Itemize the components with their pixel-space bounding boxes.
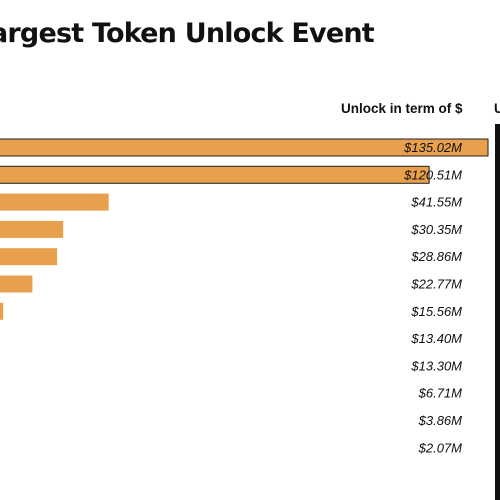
bar-value-label-7: $15.56M — [410, 304, 462, 319]
column-divider — [495, 124, 500, 500]
bar-4 — [0, 220, 64, 238]
chart-title: argest Token Unlock Event — [0, 18, 375, 49]
bar-value-label-10: $6.71M — [418, 386, 463, 401]
bar-value-label-9: $13.30M — [410, 358, 462, 373]
bar-value-label-11: $3.86M — [418, 413, 463, 428]
bar-value-label-2: $120.51M — [403, 167, 462, 182]
bar-2 — [0, 165, 430, 184]
bar-5 — [0, 248, 58, 266]
bar-value-label-5: $28.86M — [410, 249, 462, 264]
bar-6 — [0, 275, 33, 293]
bar-value-label-6: $22.77M — [410, 277, 462, 292]
bar-value-label-1: $135.02M — [403, 140, 462, 155]
next-column-header: U — [494, 101, 500, 116]
bar-1 — [0, 138, 489, 157]
bar-value-label-8: $13.40M — [410, 331, 462, 346]
bar-value-label-4: $30.35M — [410, 222, 462, 237]
bar-value-label-3: $41.55M — [410, 195, 462, 210]
unlock-value-column-header: Unlock in term of $ — [341, 101, 463, 116]
bar-3 — [0, 193, 109, 211]
bar-7 — [0, 302, 4, 320]
bar-value-label-12: $2.07M — [418, 440, 463, 455]
